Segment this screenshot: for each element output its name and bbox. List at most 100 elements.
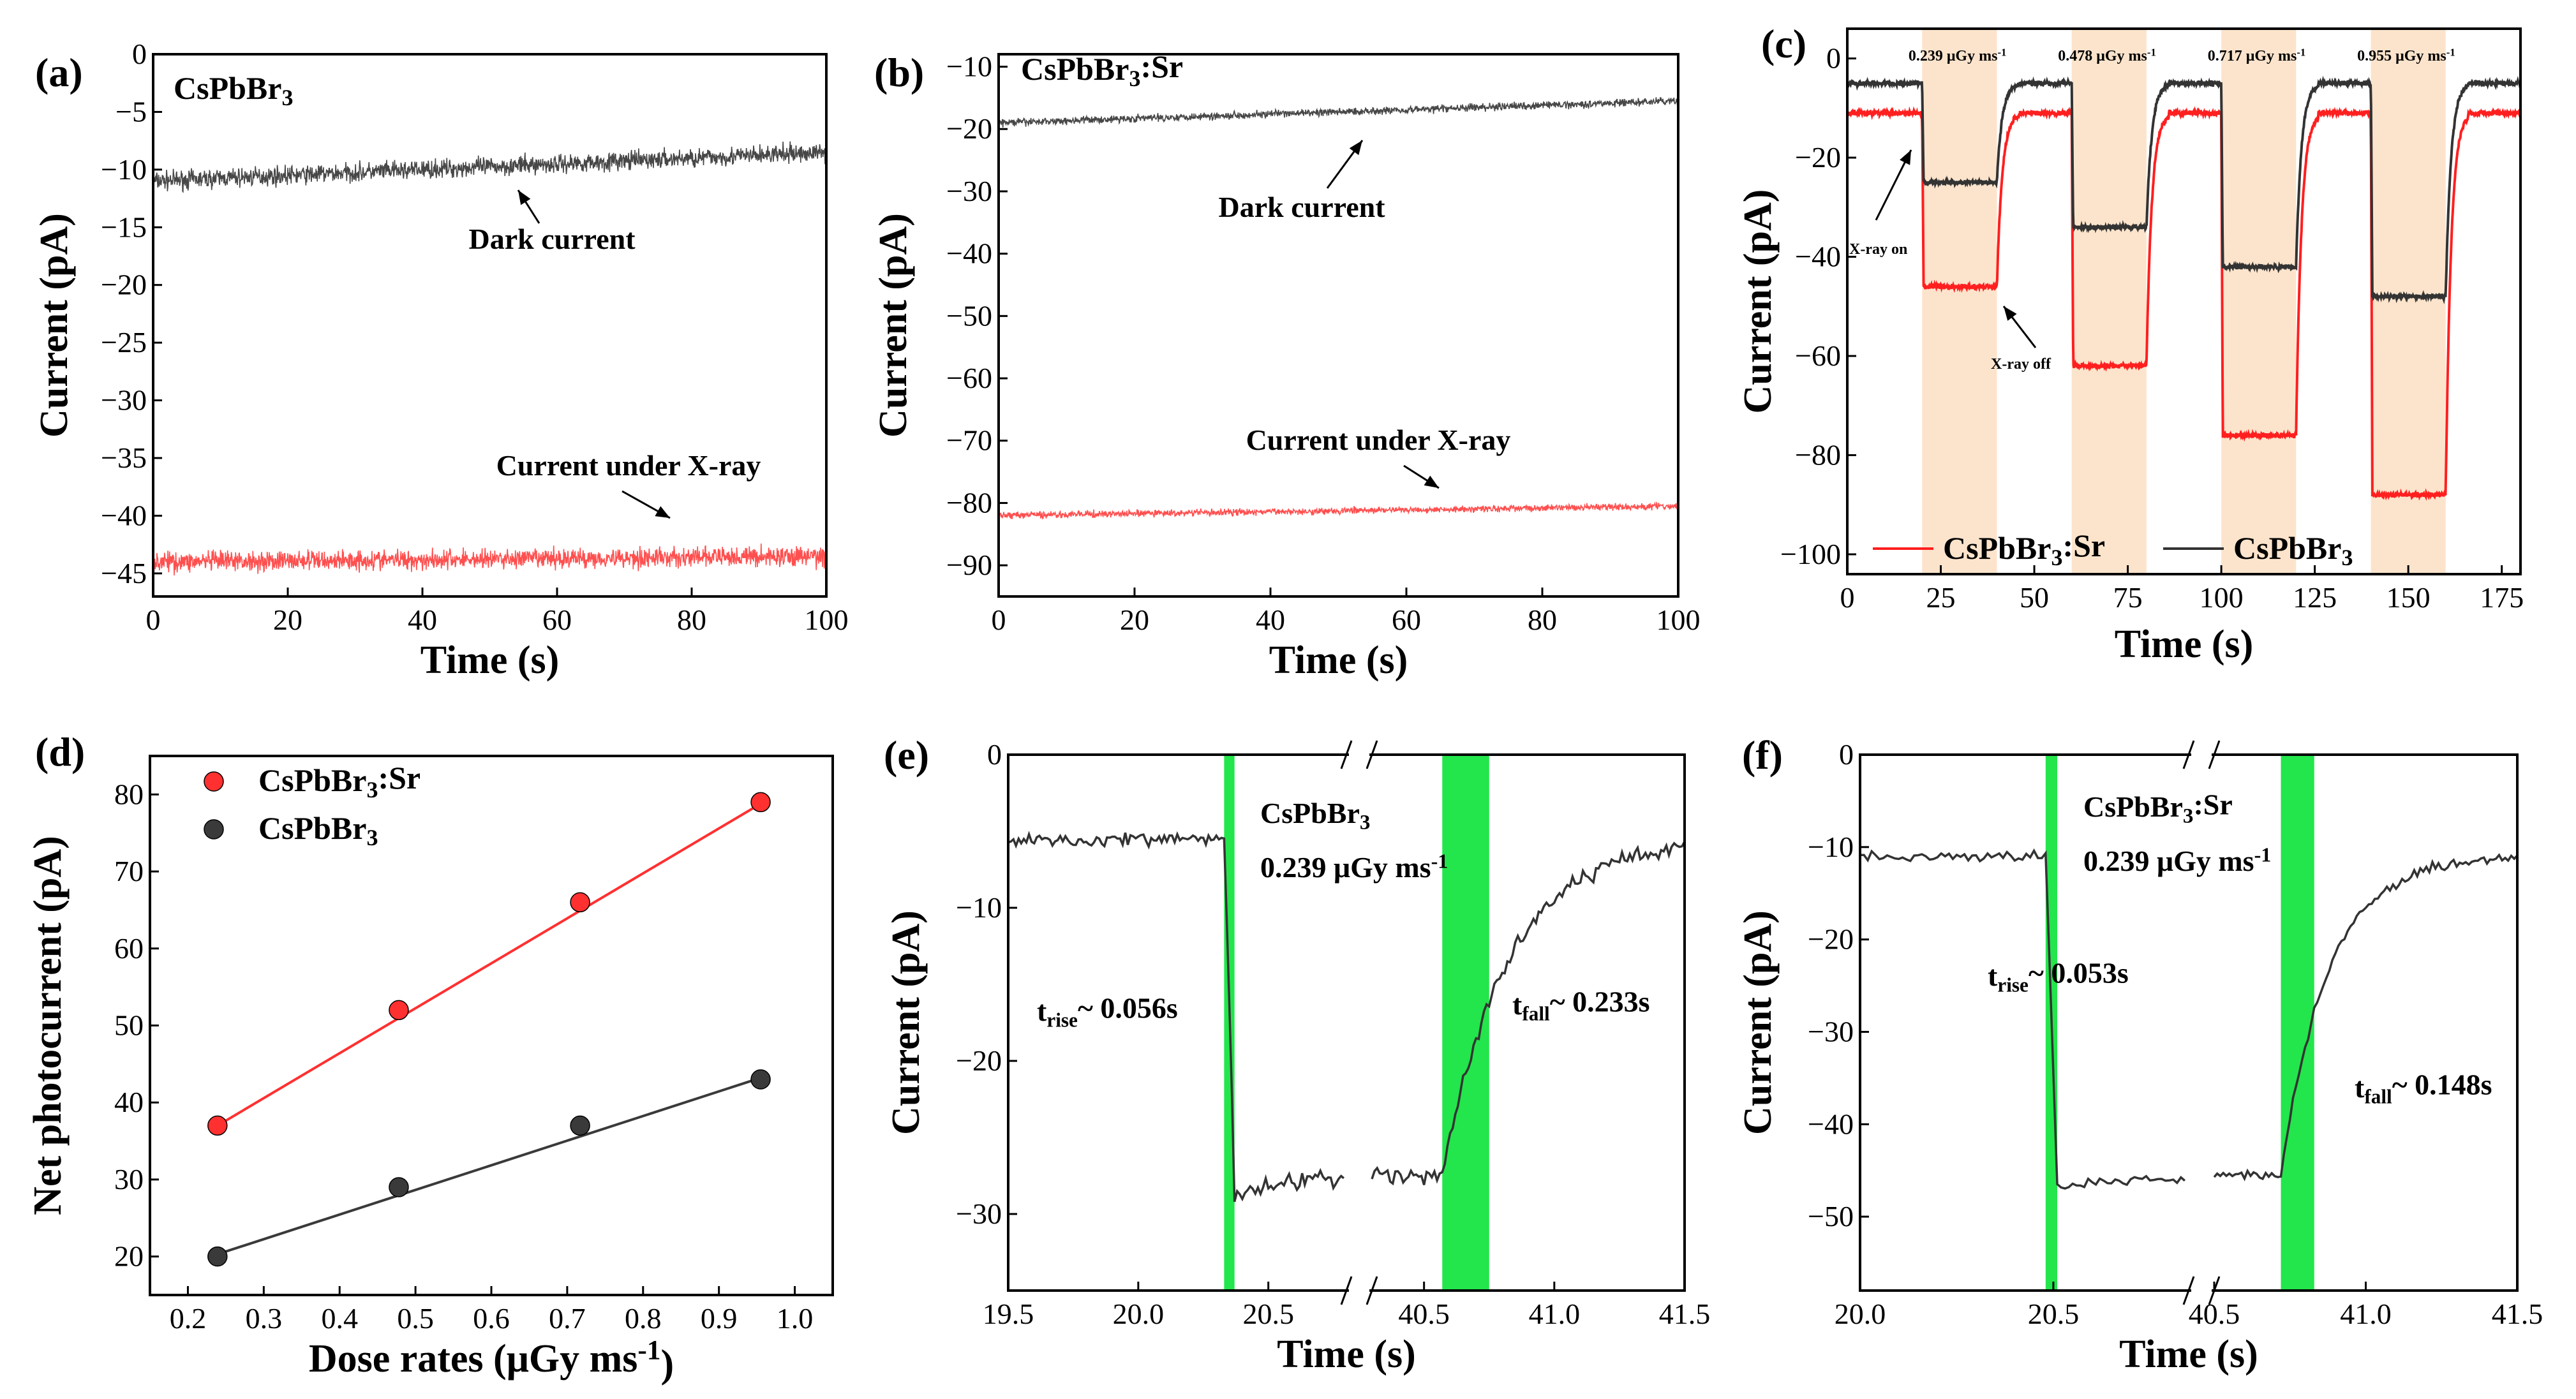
e-fall-time-label: tfall~ 0.233s (1512, 986, 1650, 1025)
a-xlabel: Time (s) (421, 639, 560, 682)
c-panel-label: (c) (1761, 21, 1806, 66)
f-axis-break-mark (2182, 740, 2195, 769)
a-series-xray (153, 543, 827, 576)
c-xtick-label: 0 (1840, 581, 1855, 614)
f-ytick-label: −10 (1808, 831, 1854, 863)
panel-b: −10 −20 −30 −40 −50 −60 −70 −80 −900 20 40 60 80 100 (… (872, 48, 1701, 682)
panel-d: 20 30 40 50 60 70 80 0.2 0.3 0.4 0.5 0.6 0.7 0.8 0.9 1.… (26, 729, 834, 1386)
b-ytick-label: −50 (946, 299, 992, 332)
c-arrow-on-head (1900, 150, 1911, 165)
f-ytick-label: 0 (1839, 738, 1854, 771)
f-xtick-label: 20.5 (2028, 1298, 2080, 1330)
c-xtick-label: 75 (2113, 581, 2143, 614)
b-ytick-label: −80 (946, 486, 992, 519)
d-xtick-label: 0.9 (701, 1302, 738, 1335)
b-annotation-dark: Dark current (1218, 191, 1385, 223)
f-ytick-label: −50 (1808, 1200, 1854, 1232)
a-ytick-label: −35 (101, 441, 147, 474)
d-ylabel: Net photocurrent (pA) (26, 836, 70, 1215)
d-point-sr (207, 1115, 228, 1136)
c-ytick-label: 0 (1826, 42, 1841, 75)
a-xtick-label: 40 (408, 603, 437, 636)
e-ytick-label: 0 (987, 738, 1002, 771)
c-dose-label: 0.478 μGy ms-1 (2058, 46, 2156, 64)
a-ytick-label: −25 (101, 326, 147, 359)
panel-e: 0 −10 −20 −30 19.5 20.0 20.5 40.5 41.0 41.5 (e) Tim… (884, 732, 1710, 1376)
f-xlabel: Time (s) (2119, 1333, 2258, 1376)
e-panel-label: (e) (884, 732, 929, 778)
b-xtick-label: 100 (1657, 603, 1701, 636)
c-dose-label: 0.955 μGy ms-1 (2357, 46, 2455, 64)
d-ytick-label: 50 (114, 1009, 144, 1042)
f-xtick-label: 20.0 (1835, 1298, 1886, 1330)
d-ytick-label: 70 (114, 855, 144, 887)
e-dose-label: 0.239 μGy ms-1 (1260, 850, 1448, 884)
a-xtick-label: 20 (273, 603, 302, 636)
c-xray-on-region (2221, 29, 2297, 574)
a-ytick-label: −45 (101, 557, 147, 589)
f-ylabel: Current (pA) (1736, 910, 1780, 1135)
panel-a: 0 −5 −10 −15 −20 −25 −30 −35 −40 −45 0 20 40 60 80 100 (… (33, 38, 849, 682)
d-xtick-label: 0.6 (473, 1302, 510, 1335)
a-ytick-label: −30 (101, 384, 147, 417)
b-sample-label: CsPbBr3:Sr (1021, 48, 1183, 91)
b-series-dark (998, 96, 1679, 128)
e-xtick-label: 20.0 (1113, 1298, 1165, 1330)
f-xtick-label: 41.5 (2492, 1298, 2543, 1330)
d-point-pure (389, 1177, 409, 1197)
b-ylabel: Current (pA) (872, 213, 915, 438)
f-ytick-label: −20 (1808, 923, 1854, 956)
b-xtick-label: 20 (1120, 603, 1149, 636)
a-arrow-xray-head (655, 506, 670, 518)
a-ytick-label: −20 (101, 269, 147, 301)
d-xlabel: Dose rates (μGy ms-1) (309, 1335, 674, 1386)
b-arrow-dark-head (1349, 140, 1362, 156)
a-arrow-dark-head (518, 190, 531, 205)
c-dose-label: 0.239 μGy ms-1 (1909, 46, 2007, 64)
d-point-pure (750, 1069, 771, 1090)
e-rise-time-label: trise~ 0.056s (1037, 992, 1178, 1032)
d-ytick-label: 30 (114, 1163, 144, 1195)
c-ytick-label: −80 (1795, 438, 1841, 471)
f-rise-time-label: trise~ 0.053s (1988, 957, 2129, 996)
c-xtick-label: 175 (2480, 581, 2524, 614)
f-fall-time-label: tfall~ 0.148s (2355, 1069, 2492, 1108)
b-arrow-xray-head (1424, 475, 1439, 488)
c-legend-label-pure: CsPbBr3 (2233, 530, 2353, 570)
f-break-bottom-gap (2191, 1287, 2212, 1294)
d-point-sr (389, 1000, 409, 1021)
a-xtick-label: 100 (805, 603, 849, 636)
d-ytick-label: 60 (114, 932, 144, 965)
panel-c: 0 −20 −40 −60 −80 −100 0 25 50 75 100 125 150 175 0.23… (1736, 21, 2524, 666)
c-series-sr (1846, 106, 2522, 501)
b-ytick-label: −20 (946, 112, 992, 145)
f-break-top-gap (2191, 751, 2212, 759)
f-xtick-label: 41.0 (2340, 1298, 2392, 1330)
b-ytick-label: −10 (946, 50, 992, 83)
e-ytick-label: −10 (956, 891, 1002, 924)
e-xtick-label: 20.5 (1242, 1298, 1294, 1330)
f-axis-break-mark (2182, 1276, 2195, 1305)
d-legend-marker-sr (204, 771, 224, 792)
a-ytick-label: −5 (115, 95, 147, 128)
e-xlabel: Time (s) (1277, 1333, 1416, 1376)
d-legend-label-pure: CsPbBr3 (258, 810, 378, 850)
b-panel-label: (b) (874, 50, 924, 95)
d-xtick-label: 0.4 (321, 1302, 358, 1335)
f-axis-break-mark (2208, 740, 2221, 769)
d-panel-label: (d) (35, 729, 85, 774)
d-point-pure (570, 1115, 590, 1136)
d-ytick-label: 80 (114, 778, 144, 810)
c-xray-on-region (2371, 29, 2446, 574)
d-ytick-label: 40 (114, 1086, 144, 1118)
e-break-top-gap (1349, 751, 1369, 759)
c-ylabel: Current (pA) (1736, 189, 1780, 414)
f-series-right (2213, 853, 2519, 1181)
d-xtick-label: 1.0 (777, 1302, 814, 1335)
b-ytick-label: −60 (946, 362, 992, 394)
a-frame (152, 53, 828, 598)
e-axis-break-mark (1366, 1276, 1378, 1305)
f-xtick-label: 40.5 (2189, 1298, 2240, 1330)
d-xtick-label: 0.8 (625, 1302, 662, 1335)
e-ytick-label: −30 (956, 1197, 1002, 1230)
